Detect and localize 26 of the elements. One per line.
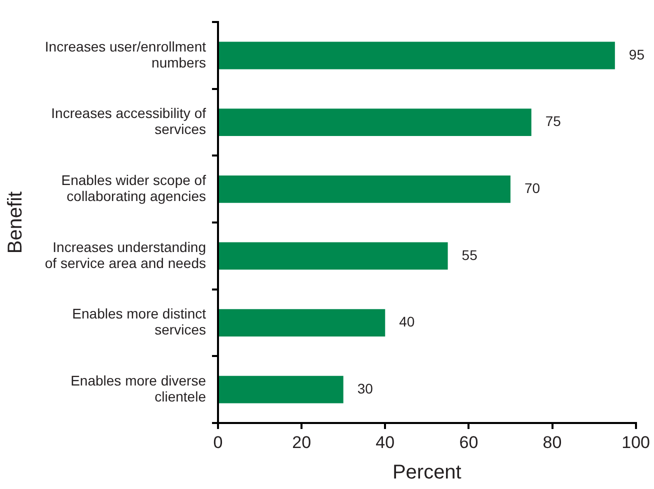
bar [219, 242, 448, 270]
data-label: 55 [462, 246, 478, 263]
y-tick-label: Increases understanding of service area and needs [44, 238, 206, 271]
x-tick-label: 0 [213, 432, 223, 452]
bar [219, 309, 386, 336]
data-label: 30 [357, 380, 374, 396]
y-tick-label: Enables more diverse clientele [70, 372, 206, 404]
bar [219, 376, 344, 404]
data-label: 95 [628, 46, 645, 62]
x-tick-label: 40 [376, 432, 395, 452]
y-tick-label: Increases user/enrollment numbers [44, 38, 206, 70]
bar [219, 175, 510, 203]
x-tick-label: 20 [292, 432, 312, 452]
y-axis-title: Benefit [4, 190, 27, 254]
x-axis-title: Percent [392, 462, 462, 484]
data-label: 75 [545, 113, 562, 130]
y-tick-label: Increases accessibility of services [51, 105, 206, 138]
x-tick-label: 60 [459, 432, 478, 452]
y-tick-label: Enables more distinct services [72, 306, 206, 338]
x-tick-label: 100 [622, 432, 650, 452]
data-label: 70 [524, 180, 540, 196]
bar [219, 108, 532, 136]
bar [219, 42, 615, 70]
y-tick-label: Enables wider scope of collaborating agencies [61, 172, 206, 204]
x-tick-label: 80 [542, 432, 562, 452]
data-label: 40 [399, 314, 415, 330]
